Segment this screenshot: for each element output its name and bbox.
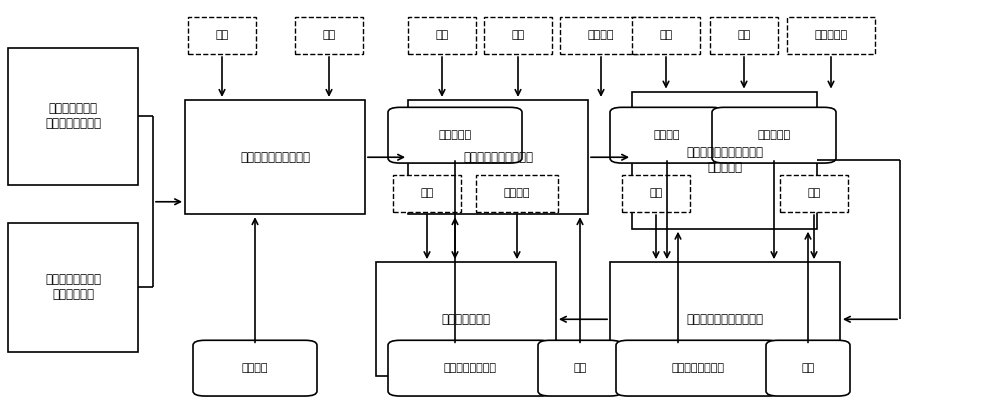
FancyBboxPatch shape xyxy=(295,17,363,54)
FancyBboxPatch shape xyxy=(188,17,256,54)
Text: 精密加工结构件
（腔体、盖板等）: 精密加工结构件 （腔体、盖板等） xyxy=(45,102,101,131)
Text: 夹具: 夹具 xyxy=(801,363,815,373)
FancyBboxPatch shape xyxy=(787,17,875,54)
FancyBboxPatch shape xyxy=(538,340,622,396)
FancyBboxPatch shape xyxy=(610,107,724,163)
FancyBboxPatch shape xyxy=(484,17,552,54)
FancyBboxPatch shape xyxy=(622,175,690,212)
Text: 温度: 温度 xyxy=(215,30,229,40)
Text: 时间: 时间 xyxy=(511,30,525,40)
Text: 金丝键合机: 金丝键合机 xyxy=(757,130,791,140)
FancyBboxPatch shape xyxy=(193,340,317,396)
FancyBboxPatch shape xyxy=(476,175,558,212)
FancyBboxPatch shape xyxy=(376,262,556,376)
FancyBboxPatch shape xyxy=(560,17,642,54)
FancyBboxPatch shape xyxy=(712,107,836,163)
Text: 功率: 功率 xyxy=(420,188,434,198)
FancyBboxPatch shape xyxy=(710,17,778,54)
Text: 温度: 温度 xyxy=(435,30,449,40)
FancyBboxPatch shape xyxy=(780,175,848,212)
Text: 抽真空速率: 抽真空速率 xyxy=(814,30,848,40)
Text: 电路元器件与载板焊接: 电路元器件与载板焊接 xyxy=(240,151,310,163)
FancyBboxPatch shape xyxy=(8,223,138,352)
Text: 接插件、电路元器
件及印制板等: 接插件、电路元器 件及印制板等 xyxy=(45,273,101,301)
Text: 盖板与腔体封焊: 盖板与腔体封焊 xyxy=(441,313,490,326)
FancyBboxPatch shape xyxy=(408,17,476,54)
Text: 时间: 时间 xyxy=(737,30,751,40)
Text: 焊接速度: 焊接速度 xyxy=(504,188,530,198)
FancyBboxPatch shape xyxy=(610,262,840,376)
Text: 时间: 时间 xyxy=(807,188,821,198)
FancyBboxPatch shape xyxy=(388,340,552,396)
FancyBboxPatch shape xyxy=(616,340,780,396)
FancyBboxPatch shape xyxy=(388,107,522,163)
Text: 真空汽相回流焊机: 真空汽相回流焊机 xyxy=(444,363,497,373)
Text: 夹持压力: 夹持压力 xyxy=(588,30,614,40)
Text: 共晶焊台: 共晶焊台 xyxy=(242,363,268,373)
Text: 时间: 时间 xyxy=(322,30,336,40)
Text: 手工焊台: 手工焊台 xyxy=(654,130,680,140)
Text: 互联焊点焊接及金丝键合: 互联焊点焊接及金丝键合 xyxy=(686,313,764,326)
Text: 电路元器件及印制板与金
属腔体焊接: 电路元器件及印制板与金 属腔体焊接 xyxy=(686,146,763,174)
FancyBboxPatch shape xyxy=(766,340,850,396)
Text: 真空汽相回流焊机: 真空汽相回流焊机 xyxy=(672,363,724,373)
FancyBboxPatch shape xyxy=(408,100,588,214)
Text: 接插件与金属腔体焊接: 接插件与金属腔体焊接 xyxy=(463,151,533,163)
Text: 温度: 温度 xyxy=(649,188,663,198)
FancyBboxPatch shape xyxy=(393,175,461,212)
Text: 激光焊接机: 激光焊接机 xyxy=(438,130,472,140)
FancyBboxPatch shape xyxy=(632,17,700,54)
FancyBboxPatch shape xyxy=(632,92,817,229)
FancyBboxPatch shape xyxy=(185,100,365,214)
FancyBboxPatch shape xyxy=(8,48,138,185)
Text: 温度: 温度 xyxy=(659,30,673,40)
Text: 夹具: 夹具 xyxy=(573,363,587,373)
